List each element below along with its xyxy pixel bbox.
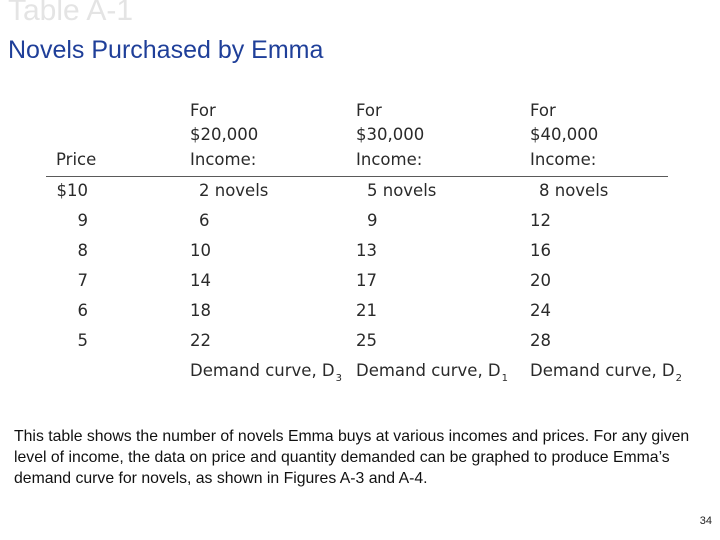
table-caption: This table shows the number of novels Em… xyxy=(14,428,690,487)
row-6-q2: 25 xyxy=(356,331,377,350)
income-header-3-line1: For xyxy=(530,101,556,120)
row-5-q3: 24 xyxy=(530,301,551,320)
row-3-price: 8 xyxy=(77,241,89,260)
row-4-q1: 14 xyxy=(190,271,211,290)
income-header-1-line2: $20,000 xyxy=(190,125,259,144)
curve-label-1-subscript: 3 xyxy=(335,373,343,384)
header-divider xyxy=(46,176,668,177)
row-2-price: 9 xyxy=(77,211,89,230)
row-3-q2: 13 xyxy=(356,241,377,260)
curve-label-2-text: Demand curve, D xyxy=(356,361,501,380)
row-6-price: 5 xyxy=(77,331,89,350)
curve-label-3: Demand curve, D2 xyxy=(530,360,682,390)
income-header-1-line3: Income: xyxy=(190,150,257,169)
income-header-2-line2: $30,000 xyxy=(356,125,425,144)
row-2-q2: 9 xyxy=(367,211,378,230)
novels-table: Price For $20,000 Income: For $30,000 In… xyxy=(46,96,682,390)
row-4-q3: 20 xyxy=(530,271,551,290)
curve-label-1-text: Demand curve, D xyxy=(190,361,335,380)
page-number: 34 xyxy=(699,515,712,527)
row-1-price: $10 xyxy=(56,181,89,200)
income-header-1-line1: For xyxy=(190,101,216,120)
row-1-q2: 5 novels xyxy=(367,181,437,200)
income-header-3-line2: $40,000 xyxy=(530,125,599,144)
income-header-2-line3: Income: xyxy=(356,150,423,169)
income-header-3-line3: Income: xyxy=(530,150,597,169)
row-6-q3: 28 xyxy=(530,331,551,350)
row-5-q1: 18 xyxy=(190,301,211,320)
row-4-price: 7 xyxy=(77,271,89,290)
income-header-2-line1: For xyxy=(356,101,382,120)
row-5-price: 6 xyxy=(77,301,89,320)
row-2-q3: 12 xyxy=(530,211,551,230)
row-2-q1: 6 xyxy=(199,211,210,230)
row-5-q2: 21 xyxy=(356,301,377,320)
row-4-q2: 17 xyxy=(356,271,377,290)
curve-label-3-text: Demand curve, D xyxy=(530,361,675,380)
row-1-q3: 8 novels xyxy=(539,181,609,200)
slide-subtitle: Novels Purchased by Emma xyxy=(8,36,324,64)
price-header: Price xyxy=(56,150,97,169)
curve-label-3-subscript: 2 xyxy=(675,373,683,384)
curve-label-2: Demand curve, D1 xyxy=(356,360,508,390)
row-3-q3: 16 xyxy=(530,241,551,260)
slide-title: Table A-1 xyxy=(8,0,134,27)
curve-label-2-subscript: 1 xyxy=(501,373,509,384)
curve-label-1: Demand curve, D3 xyxy=(190,360,342,390)
row-6-q1: 22 xyxy=(190,331,211,350)
row-1-q1: 2 novels xyxy=(199,181,269,200)
row-3-q1: 10 xyxy=(190,241,211,260)
